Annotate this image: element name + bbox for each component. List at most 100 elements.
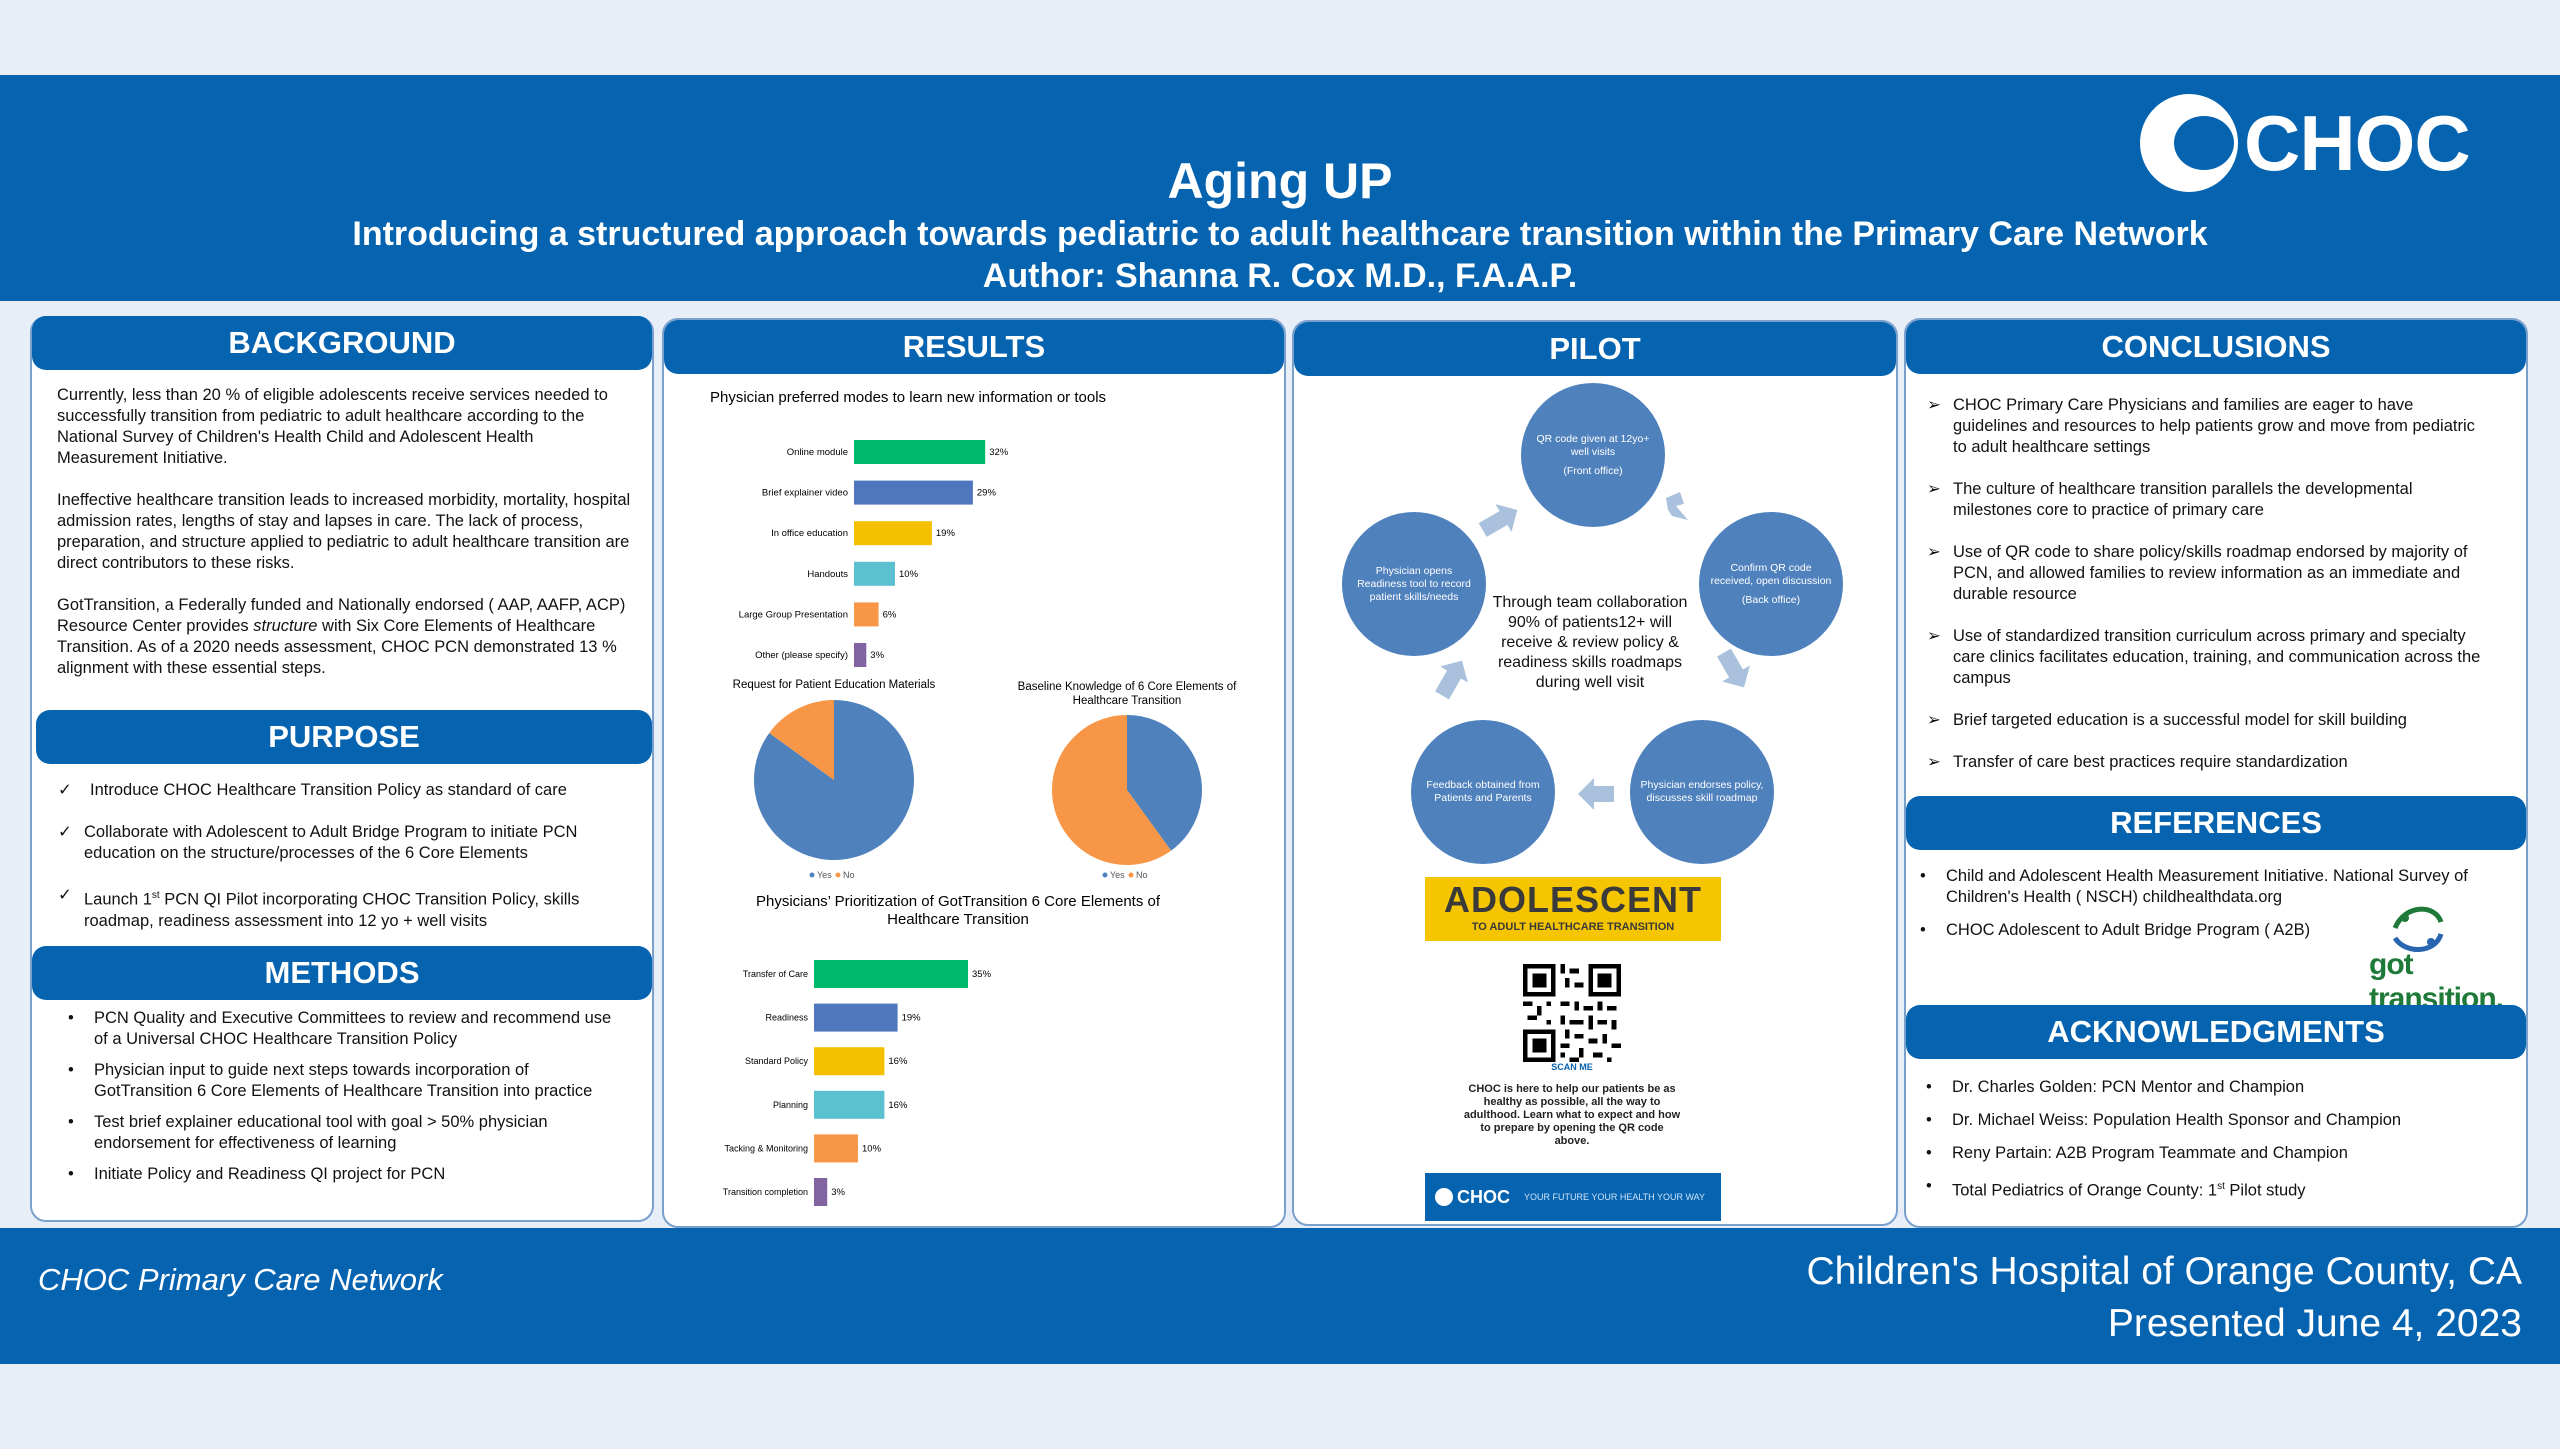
conclusions-list: ➢ CHOC Primary Care Physicians and famili… [1925, 395, 2485, 794]
conclusions-item: ➢ Use of QR code to share policy/skills r… [1927, 543, 2468, 603]
legend-marker [809, 872, 815, 878]
category-label: Other (please specify) [755, 650, 848, 661]
conclusions-item: ➢ The culture of healthcare transition pa… [1927, 480, 2413, 519]
pie-slice [1052, 715, 1172, 865]
chart-title: Healthcare Transition [887, 911, 1029, 928]
bullet-icon: • [68, 1165, 74, 1183]
bar [814, 960, 968, 988]
bar [854, 480, 973, 505]
background-text: Currently, less than 20 % of eligible ad… [57, 385, 637, 679]
chart-title: Physicians’ Prioritization of GotTransit… [756, 893, 1161, 910]
footer-hospital: Children's Hospital of Orange County, CA [1806, 1250, 2522, 1293]
bar [814, 1178, 828, 1206]
pie-slice [769, 700, 834, 780]
background-heading: BACKGROUND [32, 316, 652, 370]
column-1-panel [30, 316, 654, 1222]
acknowledgments-item: • Total Pediatrics of Orange County: 1st … [1926, 1177, 2306, 1200]
conclusions-heading: CONCLUSIONS [1906, 320, 2526, 374]
check-icon: ✓ [58, 781, 72, 799]
got-transition-swirl-icon [2392, 906, 2444, 952]
arrow-right-icon: ➢ [1927, 543, 1941, 561]
data-label: 10% [862, 1143, 882, 1154]
category-label: In office education [771, 528, 848, 539]
category-label: Transition completion [723, 1187, 808, 1197]
pilot-arrows [1435, 492, 1750, 810]
pilot-center-text: Through team collaboration 90% of patien… [1492, 594, 1688, 691]
acknowledgments-item: • Dr. Michael Weiss: Population Health Sp… [1926, 1111, 2402, 1129]
background-p3: GotTransition, a Federally funded and Na… [57, 596, 626, 677]
category-label: Handouts [807, 569, 848, 580]
acknowledgments-item: • Reny Partain: A2B Program Teammate and … [1926, 1144, 2348, 1162]
check-icon: ✓ [58, 823, 72, 841]
purpose-list: ✓ Introduce CHOC Healthcare Transition Po… [56, 780, 636, 953]
poster-title: Aging UP [1167, 153, 1393, 209]
conclusions-item: ➢ Use of standardized transition curricul… [1927, 627, 2481, 687]
logo-text: CHOC [2244, 98, 2471, 187]
footer-network: CHOC Primary Care Network [38, 1262, 443, 1297]
methods-item: • PCN Quality and Executive Committees to… [68, 1009, 612, 1048]
chart-title: Baseline Knowledge of 6 Core Elements of [1018, 681, 1237, 693]
poster-header: CHOC Aging UP Introducing a structured a… [0, 75, 2560, 301]
arrow-right-icon: ➢ [1927, 753, 1941, 771]
references-item: • CHOC Adolescent to Adult Bridge Program… [1920, 921, 2311, 939]
references-heading: REFERENCES [1906, 796, 2526, 850]
arrow-icon [1717, 648, 1750, 688]
qr-code-icon[interactable] [1521, 964, 1623, 1062]
legend-marker [1102, 872, 1108, 878]
poster-subtitle: Introducing a structured approach toward… [352, 215, 2208, 253]
conclusions-item: ➢ Brief targeted education is a successfu… [1927, 711, 2407, 729]
data-label: 10% [899, 569, 919, 580]
bullet-icon: • [68, 1061, 74, 1079]
adolescent-banner: ADOLESCENT TO ADULT HEALTHCARE TRANSITIO… [1425, 877, 1721, 941]
pilot-step-2: Confirm QR code received, open discussio… [1699, 512, 1843, 656]
bullet-icon: • [68, 1009, 74, 1027]
arrow-icon [1435, 660, 1468, 700]
check-icon: ✓ [58, 886, 72, 904]
conclusions-item: ➢ Transfer of care best practices require… [1927, 753, 2348, 771]
column-4-panel [1904, 318, 2528, 1228]
methods-heading: METHODS [32, 946, 652, 1000]
bar [854, 440, 986, 464]
pilot-step-4: Feedback obtained from Patients and Pare… [1411, 720, 1555, 864]
results-heading: RESULTS [664, 320, 1284, 374]
scan-me-label: SCAN ME [1551, 1062, 1593, 1072]
chart-title: Request for Patient Education Materials [733, 679, 936, 691]
methods-item: • Initiate Policy and Readiness QI projec… [68, 1165, 446, 1183]
legend-label: No [843, 870, 855, 880]
category-label: Transfer of Care [743, 969, 808, 979]
bullet-icon: • [1926, 1111, 1932, 1129]
chart-title: Physician preferred modes to learn new i… [710, 389, 1106, 406]
bar [854, 643, 867, 667]
purpose-item: ✓ Launch 1st PCN QI Pilot incorporating C… [58, 886, 580, 930]
category-label: Tacking & Monitoring [724, 1143, 808, 1153]
conclusions-item: ➢ CHOC Primary Care Physicians and famili… [1927, 396, 2475, 456]
arrow-right-icon: ➢ [1927, 480, 1941, 498]
arrow-right-icon: ➢ [1927, 627, 1941, 645]
legend-label: No [1136, 870, 1148, 880]
legend-label: Yes [817, 870, 832, 880]
pie-slice [1127, 715, 1202, 851]
purpose-item: ✓ Collaborate with Adolescent to Adult Br… [58, 823, 578, 862]
bar [814, 1003, 898, 1032]
data-label: 3% [870, 650, 884, 661]
got-transition-logo: got transition. [2365, 898, 2515, 1015]
arrow-icon [1578, 778, 1614, 810]
data-label: 3% [831, 1187, 845, 1198]
category-label: Brief explainer video [762, 488, 848, 499]
bear-icon [2140, 94, 2238, 192]
bullet-icon: • [1920, 867, 1926, 885]
methods-item: • Physician input to guide next steps tow… [68, 1061, 593, 1100]
legend-marker [835, 872, 841, 878]
bar [854, 561, 895, 586]
bar [854, 602, 879, 627]
choc-banner: CHOC YOUR FUTURE YOUR HEALTH YOUR WAY [1425, 1173, 1721, 1221]
references-list: • Child and Adolescent Health Measurement… [1906, 866, 2486, 951]
category-label: Standard Policy [745, 1056, 809, 1066]
category-label: Readiness [765, 1013, 808, 1023]
pilot-heading: PILOT [1294, 322, 1896, 376]
acknowledgments-heading: ACKNOWLEDGMENTS [1906, 1005, 2526, 1059]
acknowledgments-item: • Dr. Charles Golden: PCN Mentor and Cham… [1926, 1078, 2305, 1096]
pilot-step-3: Physician endorses policy, discusses ski… [1630, 720, 1774, 864]
pilot-step-1: QR code given at 12yo+ well visits (Fron… [1521, 383, 1665, 527]
poster-footer: CHOC Primary Care Network Children's Hos… [0, 1228, 2560, 1364]
